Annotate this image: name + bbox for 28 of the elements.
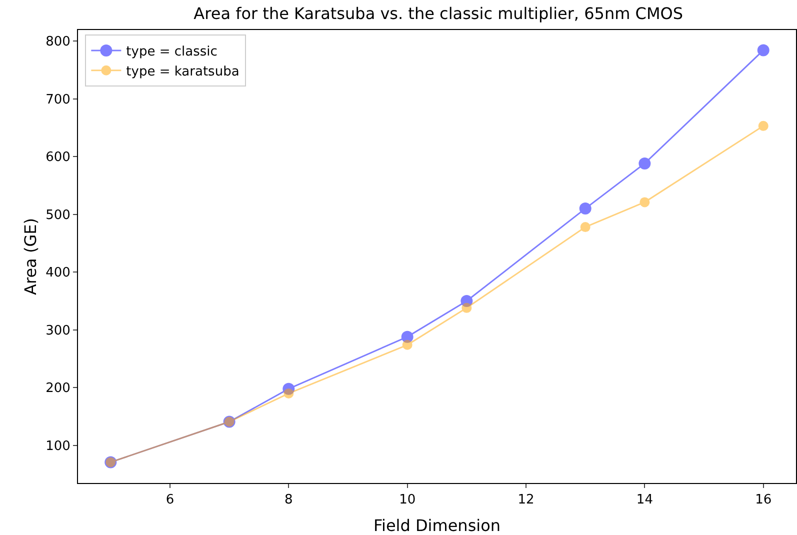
point [579,202,592,215]
point [580,222,590,232]
x-tick-label: 14 [636,492,653,508]
point [757,44,770,56]
y-tick-label: 200 [46,381,70,396]
y-axis-title: Area (GE) [21,218,40,295]
y-tick-label: 400 [46,266,70,281]
y-tick-label: 700 [46,92,70,108]
x-tick-label: 12 [518,492,534,508]
point [284,388,294,398]
legend-label: type = karatsuba [126,64,240,80]
y-tick-label: 500 [46,208,70,223]
point [758,120,768,131]
point [462,302,472,313]
point [638,157,651,170]
chart-title: Area for the Karatsuba vs. the classic multiplier, 65nm CMOS [194,4,684,24]
x-tick-label: 8 [284,492,293,508]
x-tick-label: 16 [755,492,772,508]
point [402,340,412,350]
x-tick-label: 6 [166,492,174,508]
point [640,197,650,208]
legend-label: type = classic [126,44,218,60]
y-tick-label: 300 [46,323,70,338]
y-tick-label: 100 [46,438,70,454]
x-tick-label: 10 [399,492,416,508]
y-tick-label: 800 [46,34,70,50]
x-axis-title: Field Dimension [373,516,501,535]
y-tick-label: 600 [46,150,70,166]
